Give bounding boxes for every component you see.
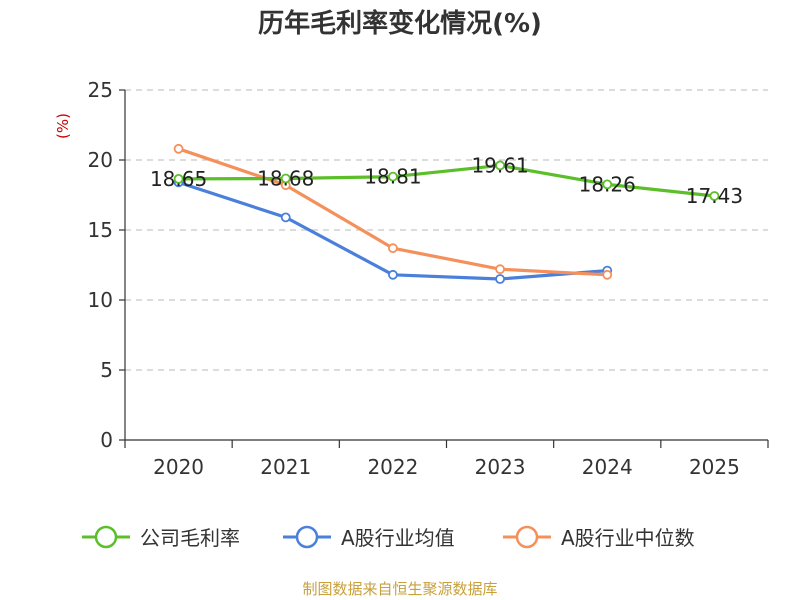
data-point bbox=[388, 171, 398, 182]
data-point bbox=[602, 269, 613, 280]
chart-title: 历年毛利率变化情况(%) bbox=[258, 8, 542, 39]
data-point bbox=[602, 179, 613, 190]
legend-marker bbox=[515, 525, 539, 549]
x-tick-label: 2022 bbox=[367, 455, 418, 479]
data-point bbox=[495, 160, 505, 171]
legend-marker bbox=[94, 525, 118, 549]
data-label: 18.81 bbox=[364, 165, 421, 189]
source-note: 制图数据来自恒生聚源数据库 bbox=[302, 580, 497, 598]
x-tick-label: 2020 bbox=[153, 455, 204, 479]
legend-label: 公司毛利率 bbox=[140, 526, 240, 550]
data-point bbox=[709, 191, 720, 201]
y-tick-label: 25 bbox=[88, 78, 113, 102]
data-point bbox=[495, 274, 505, 284]
y-tick-label: 20 bbox=[88, 148, 113, 172]
y-tick-label: 5 bbox=[100, 358, 113, 382]
y-tick-label: 10 bbox=[88, 288, 113, 312]
data-point bbox=[280, 173, 291, 184]
data-labels: 18.65 18.68 18.81 19.61 18.26 17.43 bbox=[150, 153, 743, 208]
legend-label: A股行业中位数 bbox=[561, 526, 695, 550]
legend-label: A股行业均值 bbox=[341, 526, 455, 550]
data-point bbox=[173, 173, 184, 184]
legend-marker bbox=[295, 525, 319, 549]
y-axis-unit: (%) bbox=[54, 113, 72, 139]
x-tick-label: 2021 bbox=[260, 455, 311, 479]
data-point bbox=[495, 264, 505, 275]
y-tick-label: 15 bbox=[88, 218, 113, 242]
legend: 公司毛利率 A股行业均值 A股行业中位数 bbox=[82, 525, 695, 550]
data-label: 19.61 bbox=[471, 153, 528, 177]
data-label: 18.68 bbox=[257, 166, 314, 190]
data-point bbox=[173, 143, 184, 154]
y-tick-label: 0 bbox=[100, 428, 113, 452]
series-line-1 bbox=[178, 180, 608, 281]
data-point bbox=[388, 269, 398, 280]
data-point bbox=[280, 212, 291, 223]
x-tick-label: 2024 bbox=[582, 455, 633, 479]
grid-lines bbox=[125, 89, 768, 371]
data-label: 18.65 bbox=[150, 167, 207, 191]
series-line-0 bbox=[178, 163, 715, 198]
series-layer bbox=[173, 143, 720, 284]
data-label: 17.43 bbox=[686, 184, 743, 208]
x-tick-label: 2023 bbox=[475, 455, 526, 479]
data-label: 18.26 bbox=[579, 172, 636, 196]
data-point bbox=[388, 243, 398, 254]
x-tick-label: 2025 bbox=[689, 455, 740, 479]
